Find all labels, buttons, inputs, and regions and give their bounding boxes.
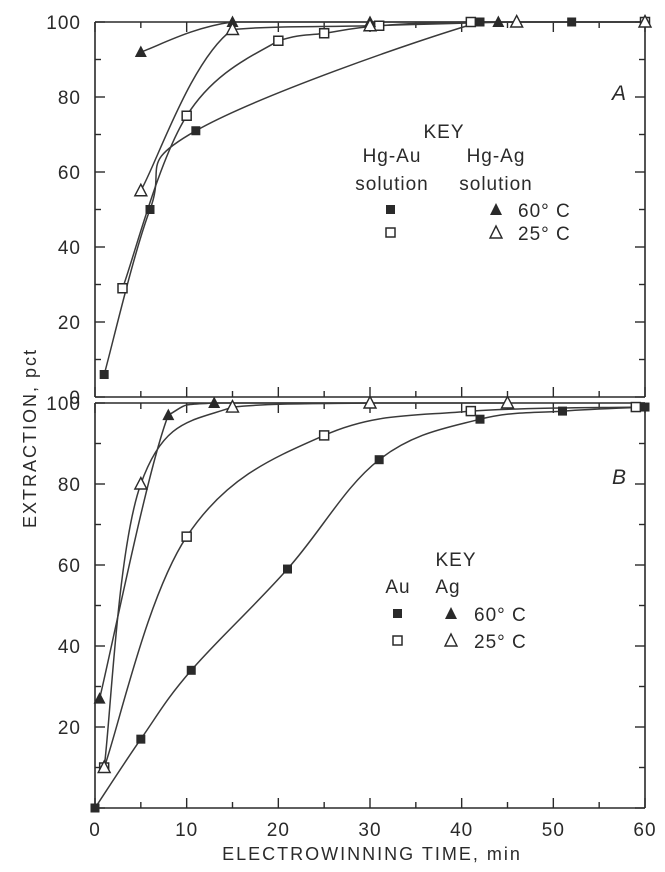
panel-a: 0 20 40 60 80 100 A [46, 13, 653, 409]
panel-b-point-au-60-c [640, 402, 650, 412]
panel-a-point-ag-25-c [637, 13, 653, 28]
legend-a-header-1b: solution [355, 174, 429, 195]
panel-a-point-au-60-c [475, 17, 485, 27]
panel-a-y-tick-label: 0 [69, 388, 81, 409]
legend-a-row-60: 60° C [518, 201, 571, 222]
panel-b-y-tick-label: 100 [46, 394, 81, 415]
panel-b-point-au-60-c [558, 406, 567, 416]
panel-b-point-au-25-c [465, 405, 477, 417]
panel-b-y-tick-label: 80 [58, 475, 81, 496]
panel-b-point-au-60-c [90, 803, 100, 813]
panel-b: 20 40 60 80 100 0 10 20 30 40 50 60 B [46, 394, 656, 841]
legend-a-au60-marker [386, 205, 395, 214]
panel-a-point-ag-25-c [362, 17, 378, 32]
legend-b-header-1: Au [385, 577, 410, 598]
panel-a-point-au-25-c [373, 20, 385, 31]
panel-b-x-tick-label: 40 [450, 820, 473, 841]
panel-b-point-au-25-c [630, 401, 642, 413]
panel-b-y-tick-label: 40 [58, 637, 81, 658]
panel-a-point-ag-25-c [133, 182, 148, 197]
panel-b-curve-ag-25-c [103, 402, 508, 768]
panel-a-point-au-25-c [273, 35, 284, 46]
panel-a-point-au-25-c [465, 16, 477, 28]
panel-b-y-tick-label: 60 [58, 556, 81, 577]
panel-b-x-tick-label: 50 [542, 820, 565, 841]
legend-b-row-25: 25° C [474, 632, 527, 653]
panel-a-point-au-60-c [99, 370, 109, 379]
panel-a-point-au-25-c [117, 283, 128, 294]
panel-b-curve-au-25-c [103, 406, 636, 768]
panel-b-point-ag-25-c [225, 399, 240, 413]
panel-b-curve-ag-60-c [98, 402, 370, 699]
legend-a-row-25: 25° C [518, 224, 571, 245]
legend-a: KEY Hg-Au solution Hg-Ag solution 60° C … [355, 122, 571, 245]
panel-b-point-au-60-c [136, 734, 146, 744]
panel-b-point-au-25-c [318, 430, 330, 441]
panel-b-x-tick-label: 10 [175, 820, 198, 841]
panel-b-point-ag-25-c [362, 394, 378, 409]
legend-a-au25-marker [385, 227, 396, 238]
panel-b-x-tick-label: 0 [89, 820, 101, 841]
panel-b-point-au-25-c [181, 531, 192, 542]
panel-b-letter: B [612, 466, 626, 489]
panel-a-y-tick-label: 100 [46, 13, 81, 34]
panel-a-y-tick-label: 40 [58, 238, 81, 259]
panel-a-point-ag-60-c [226, 15, 239, 27]
panel-a-y-tick-label: 80 [58, 88, 81, 109]
panel-a-point-ag-60-c [492, 15, 505, 27]
panel-a-y-tick-label: 60 [58, 163, 81, 184]
panel-b-curve-au-60-c [94, 406, 646, 809]
legend-a-header-2: Hg-Ag [467, 146, 526, 167]
panel-b-x-tick-label: 30 [358, 820, 381, 841]
panel-b-point-au-60-c [374, 455, 384, 465]
panel-a-point-ag-25-c [509, 13, 524, 28]
legend-b-au25-marker [392, 635, 403, 646]
legend-a-ag60-marker [490, 203, 502, 215]
x-axis-title: ELECTROWINNING TIME, min [222, 844, 522, 864]
legend-a-header-1: Hg-Au [363, 146, 422, 167]
panel-b-point-ag-60-c [162, 408, 175, 421]
panel-b-x-tick-label: 60 [633, 820, 656, 841]
panel-a-point-au-60-c [191, 126, 201, 136]
y-axis-title: EXTRACTION, pct [20, 348, 40, 528]
legend-b-title: KEY [435, 550, 476, 571]
legend-b: KEY Au Ag 60° C 25° C [385, 550, 527, 653]
panel-b-y-tick-label: 20 [58, 718, 81, 739]
panel-b-x-tick-label: 20 [267, 820, 290, 841]
panel-a-point-au-25-c [318, 28, 330, 39]
panel-b-point-au-60-c [475, 414, 485, 424]
legend-a-title: KEY [423, 122, 464, 143]
panel-b-point-au-60-c [186, 665, 196, 675]
legend-b-ag60-marker [445, 607, 457, 619]
panel-a-point-ag-60-c [134, 45, 147, 57]
legend-a-header-2b: solution [459, 174, 533, 195]
legend-b-header-2: Ag [435, 577, 460, 598]
panel-a-point-au-25-c [181, 110, 192, 121]
panel-b-point-ag-25-c [97, 759, 112, 774]
panel-b-point-ag-60-c [93, 692, 106, 704]
legend-a-ag25-marker [488, 224, 504, 239]
panel-b-point-ag-25-c [500, 394, 515, 409]
panel-a-curve-ag-60-c [140, 21, 499, 53]
panel-a-y-tick-label: 20 [58, 313, 81, 334]
panel-a-point-au-60-c [567, 17, 577, 27]
panel-a-point-ag-25-c [225, 21, 240, 36]
panel-b-point-ag-60-c [208, 396, 221, 408]
legend-b-ag25-marker [443, 632, 459, 647]
legend-b-row-60: 60° C [474, 605, 527, 626]
panel-a-point-au-60-c [145, 205, 155, 214]
panel-b-point-au-60-c [283, 564, 292, 574]
legend-b-au60-marker [393, 609, 402, 618]
panel-a-letter: A [610, 82, 626, 105]
panel-b-point-ag-25-c [133, 475, 148, 490]
panel-a-curve-au-60-c [103, 21, 645, 375]
